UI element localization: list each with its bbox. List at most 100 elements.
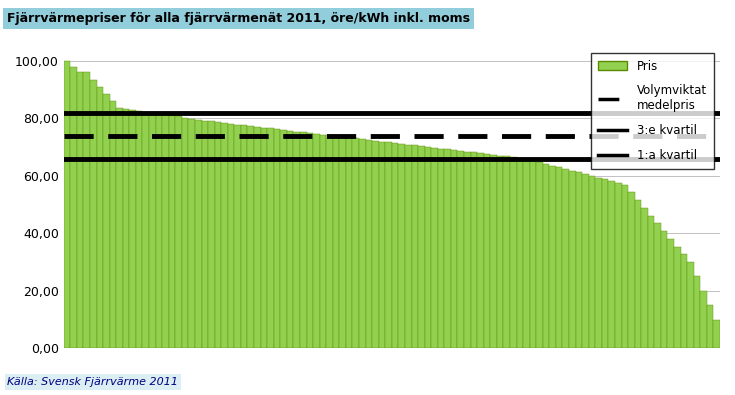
Bar xyxy=(595,178,602,348)
Bar xyxy=(340,137,346,348)
Bar xyxy=(143,112,149,348)
Bar xyxy=(687,262,694,348)
Bar xyxy=(661,231,667,348)
Bar xyxy=(188,119,195,348)
Bar xyxy=(484,154,490,348)
Bar xyxy=(77,72,84,348)
Text: Källa: Svensk Fjärrvärme 2011: Källa: Svensk Fjärrvärme 2011 xyxy=(7,377,179,387)
Bar xyxy=(273,129,280,348)
Bar xyxy=(503,156,510,348)
Bar xyxy=(241,125,248,348)
Bar xyxy=(543,164,549,348)
Bar xyxy=(694,276,700,348)
Bar xyxy=(320,135,326,348)
Bar xyxy=(549,166,556,348)
Bar xyxy=(392,143,398,348)
Bar xyxy=(234,124,241,348)
Bar xyxy=(635,200,641,348)
Bar xyxy=(162,114,169,348)
Bar xyxy=(353,139,359,348)
Bar xyxy=(90,80,96,348)
Bar xyxy=(313,134,320,348)
Bar xyxy=(182,118,188,348)
Bar xyxy=(280,130,287,348)
Bar xyxy=(116,108,123,348)
Bar xyxy=(215,122,221,348)
Bar xyxy=(714,320,720,348)
Bar xyxy=(208,121,215,348)
Bar xyxy=(517,158,523,348)
Bar xyxy=(103,94,110,348)
Bar xyxy=(576,173,582,348)
Bar xyxy=(346,138,353,348)
Bar xyxy=(537,162,543,348)
Bar xyxy=(418,146,425,348)
Bar xyxy=(622,184,628,348)
Bar xyxy=(562,169,569,348)
Bar xyxy=(96,87,103,348)
Bar xyxy=(306,133,313,348)
Bar xyxy=(628,192,635,348)
Bar xyxy=(64,61,71,348)
Bar xyxy=(201,120,208,348)
Bar xyxy=(385,142,392,348)
Bar xyxy=(333,136,340,348)
Bar xyxy=(136,111,143,348)
Bar xyxy=(457,151,464,348)
Bar xyxy=(569,171,576,348)
Bar xyxy=(602,179,609,348)
Bar xyxy=(195,120,201,348)
Bar xyxy=(176,117,182,348)
Bar xyxy=(674,246,681,348)
Bar xyxy=(681,254,687,348)
Bar xyxy=(589,176,595,348)
Bar xyxy=(84,72,90,348)
Bar xyxy=(425,147,431,348)
Bar xyxy=(123,109,129,348)
Bar xyxy=(156,113,162,348)
Bar xyxy=(490,155,497,348)
Bar xyxy=(470,152,477,348)
Bar xyxy=(379,141,385,348)
Bar xyxy=(405,145,412,348)
Bar xyxy=(700,291,707,348)
Bar xyxy=(707,305,714,348)
Bar xyxy=(71,67,77,348)
Bar xyxy=(149,113,156,348)
Bar xyxy=(438,149,445,348)
Bar xyxy=(648,216,654,348)
Bar xyxy=(556,167,562,348)
Bar xyxy=(221,123,228,348)
Legend: Pris, Volymviktat
medelpris, 3:e kvartil, 1:a kvartil: Pris, Volymviktat medelpris, 3:e kvartil… xyxy=(591,53,714,169)
Bar xyxy=(464,152,470,348)
Bar xyxy=(254,127,261,348)
Bar xyxy=(248,126,254,348)
Bar xyxy=(365,140,372,348)
Bar xyxy=(268,128,273,348)
Bar xyxy=(431,148,438,348)
Bar xyxy=(412,145,418,348)
Bar xyxy=(287,131,293,348)
Bar xyxy=(510,157,517,348)
Bar xyxy=(300,132,306,348)
Bar xyxy=(582,174,589,348)
Bar xyxy=(398,144,405,348)
Bar xyxy=(523,159,530,348)
Bar xyxy=(497,156,503,348)
Bar xyxy=(609,181,615,348)
Bar xyxy=(293,132,300,348)
Bar xyxy=(667,239,674,348)
Bar xyxy=(372,141,379,348)
Bar xyxy=(445,149,451,348)
Bar xyxy=(261,128,268,348)
Text: Fjärrvärmepriser för alla fjärrvärmenät 2011, öre/kWh inkl. moms: Fjärrvärmepriser för alla fjärrvärmenät … xyxy=(7,12,470,25)
Bar xyxy=(641,208,648,348)
Bar xyxy=(359,139,365,348)
Bar xyxy=(451,150,457,348)
Bar xyxy=(129,110,136,348)
Bar xyxy=(169,115,176,348)
Bar xyxy=(477,153,484,348)
Bar xyxy=(228,124,234,348)
Bar xyxy=(615,183,622,348)
Bar xyxy=(110,101,116,348)
